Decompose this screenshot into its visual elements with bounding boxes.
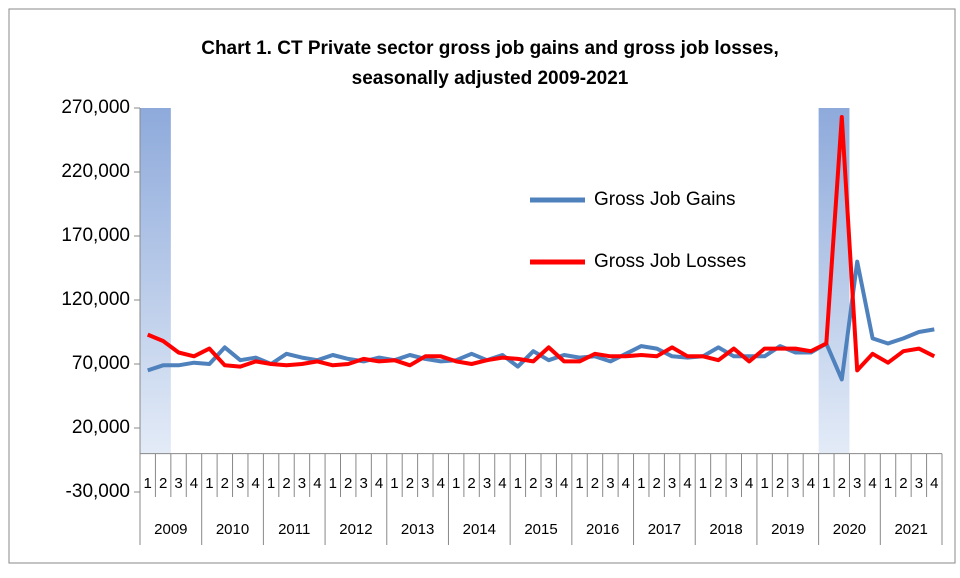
x-tick-label: 2: [159, 475, 167, 492]
x-tick-label: 4: [745, 475, 753, 492]
chart-border: [8, 8, 956, 564]
year-label: 2021: [894, 521, 927, 538]
legend-label: Gross Job Gains: [594, 189, 736, 210]
x-tick-label: 4: [868, 475, 876, 492]
x-tick-label: 3: [174, 475, 182, 492]
y-tick-label: 170,000: [61, 225, 130, 246]
series-line: [146, 115, 936, 373]
y-tick-label: 220,000: [61, 161, 130, 182]
x-tick-label: 1: [390, 475, 398, 492]
x-tick-label: 1: [699, 475, 707, 492]
x-tick-label: 3: [668, 475, 676, 492]
year-label: 2017: [648, 521, 681, 538]
x-tick-label: 3: [791, 475, 799, 492]
x-tick-label: 4: [930, 475, 938, 492]
recession-shade: [140, 108, 171, 454]
y-tick-label: 70,000: [72, 353, 130, 374]
x-tick-label: 3: [483, 475, 491, 492]
x-tick-label: 4: [498, 475, 506, 492]
year-label: 2012: [339, 521, 372, 538]
year-label: 2011: [278, 521, 310, 538]
x-tick-label: 4: [437, 475, 445, 492]
year-label: 2018: [709, 521, 742, 538]
x-tick-label: 1: [884, 475, 892, 492]
x-tick-label: 4: [190, 475, 198, 492]
y-tick-label: 120,000: [61, 289, 130, 310]
x-tick-label: 2: [838, 475, 846, 492]
x-tick-label: 2: [406, 475, 414, 492]
x-tick-label: 3: [359, 475, 367, 492]
x-tick-label: 4: [252, 475, 260, 492]
x-tick-label: 2: [653, 475, 661, 492]
x-tick-label: 4: [313, 475, 321, 492]
x-tick-label: 2: [282, 475, 290, 492]
x-tick-label: 1: [205, 475, 213, 492]
x-tick-label: 1: [452, 475, 460, 492]
x-tick-label: 3: [915, 475, 923, 492]
x-tick-label: 1: [822, 475, 830, 492]
year-label: 2013: [401, 521, 434, 538]
x-tick-label: 3: [545, 475, 553, 492]
x-tick-label: 4: [560, 475, 568, 492]
x-tick-label: 2: [344, 475, 352, 492]
x-tick-label: 1: [144, 475, 152, 492]
year-label: 2015: [524, 521, 557, 538]
x-tick-label: 4: [807, 475, 815, 492]
year-label: 2009: [154, 521, 187, 538]
year-label: 2014: [463, 521, 496, 538]
year-label: 2019: [771, 521, 804, 538]
y-tick-label: 270,000: [61, 97, 130, 118]
chart-title: seasonally adjusted 2009-2021: [352, 68, 629, 89]
x-tick-label: 3: [298, 475, 306, 492]
x-tick-label: 1: [637, 475, 645, 492]
x-tick-label: 2: [714, 475, 722, 492]
x-tick-label: 4: [622, 475, 630, 492]
x-tick-label: 2: [467, 475, 475, 492]
x-tick-label: 2: [529, 475, 537, 492]
x-tick-label: 4: [683, 475, 691, 492]
x-tick-label: 3: [421, 475, 429, 492]
x-tick-label: 1: [267, 475, 275, 492]
year-label: 2020: [833, 521, 866, 538]
y-tick-label: 20,000: [72, 417, 130, 438]
x-tick-label: 3: [236, 475, 244, 492]
x-tick-label: 2: [899, 475, 907, 492]
x-tick-label: 2: [591, 475, 599, 492]
x-tick-label: 2: [221, 475, 229, 492]
x-tick-label: 1: [329, 475, 337, 492]
year-label: 2016: [586, 521, 619, 538]
x-tick-label: 3: [606, 475, 614, 492]
y-tick-label: -30,000: [66, 481, 130, 502]
x-tick-label: 4: [375, 475, 383, 492]
x-tick-label: 1: [575, 475, 583, 492]
x-tick-label: 1: [514, 475, 522, 492]
year-label: 2010: [216, 521, 249, 538]
x-tick-label: 1: [760, 475, 768, 492]
x-tick-label: 2: [776, 475, 784, 492]
x-tick-label: 3: [730, 475, 738, 492]
legend-label: Gross Job Losses: [594, 251, 746, 272]
chart-title: Chart 1. CT Private sector gross job gai…: [201, 38, 779, 59]
x-tick-label: 3: [853, 475, 861, 492]
